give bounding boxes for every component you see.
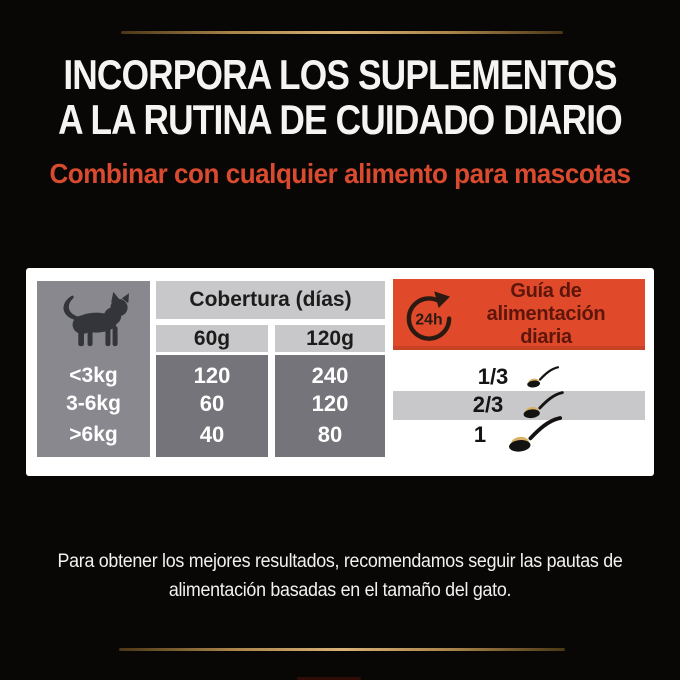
coverage-header: Cobertura (días) [156,281,385,319]
gold-divider-bottom [119,648,565,651]
teaspoon-with-food-icon [527,365,560,387]
coverage-value: 120 [311,391,349,416]
page-title: INCORPORA LOS SUPLEMENTOS A LA RUTINA DE… [54,52,625,142]
footer-note-line-2: alimentación basadas en el tamaño del ga… [168,580,512,601]
footer-note-line-1: Para obtener los mejores resultados, rec… [57,551,623,572]
gold-divider-top [121,31,563,34]
coverage-value: 40 [199,422,225,447]
footer-note: Para obtener los mejores resultados, rec… [20,547,659,605]
daily-guide-line-1: Guía de alimentación [486,280,606,325]
daily-guide-header: 24h Guía de alimentación diaria [393,279,645,350]
portion-fraction: 2/3 [472,392,504,417]
coverage-value: 120 [193,363,231,388]
values-column-120g: 240 120 80 [275,355,385,457]
feeding-table-panel: <3kg 3-6kg >6kg Cobertura (días) 60g 120… [26,268,654,476]
title-line-2: A LA RUTINA DE CUIDADO DIARIO [58,96,622,143]
middle-row-highlight-band [393,391,645,420]
daily-guide-line-2: diaria [520,326,572,348]
cat-icon [37,289,150,354]
daily-portion-row: 2/3 [393,390,645,420]
weight-column: <3kg 3-6kg >6kg [37,281,150,457]
coverage-value: 60 [199,391,225,416]
column-header-60g: 60g [156,325,268,352]
column-header-120g: 120g [275,325,385,352]
coverage-value: 240 [311,363,349,388]
portion-fraction: 1/3 [477,364,509,389]
daily-guide-title: Guía de alimentación diaria [457,280,635,349]
weight-label: 3-6kg [66,392,121,415]
title-line-1: INCORPORA LOS SUPLEMENTOS [63,51,617,98]
24h-label: 24h [415,311,442,328]
cropped-logo-sliver [297,677,361,680]
daily-portion-row: 1 [393,416,645,452]
weight-label: <3kg [69,364,118,387]
page-subtitle: Combinar con cualquier alimento para mas… [49,158,631,189]
teaspoon-with-food-icon [523,390,565,418]
coverage-value: 80 [317,422,343,447]
values-column-60g: 120 60 40 [156,355,268,457]
daily-portion-row: 1/3 [393,362,645,392]
weight-label: >6kg [69,423,118,446]
portion-fraction: 1 [473,422,487,447]
teaspoon-with-food-icon [509,416,563,452]
24h-circular-arrow-icon: 24h [406,290,452,341]
